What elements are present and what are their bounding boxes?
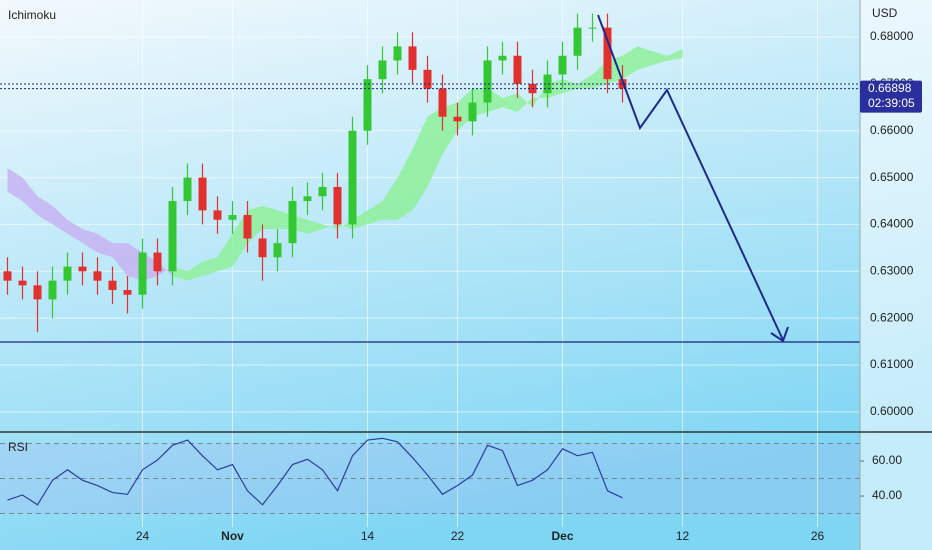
candle-body (333, 186, 342, 225)
candle-body (153, 252, 162, 272)
rsi-line (7, 437, 623, 506)
candle-body (438, 88, 447, 117)
cloud-segment (307, 219, 323, 234)
cloud-segment (577, 74, 593, 89)
cloud-segment (187, 261, 203, 281)
candle-body (243, 215, 252, 239)
x-tick-label: Nov (221, 529, 244, 543)
countdown: 02:39:05 (868, 96, 915, 110)
candle-body (453, 116, 462, 122)
candle-body (48, 280, 57, 300)
rsi-tick-label: 40.00 (872, 488, 902, 502)
candle-body (228, 215, 237, 220)
candle-body (378, 60, 387, 80)
candle-body (93, 271, 102, 281)
cloud-segment (262, 205, 278, 230)
candle-body (468, 102, 477, 122)
candle-body (513, 55, 522, 84)
cloud-segment (367, 201, 383, 225)
cloud-segment (322, 224, 338, 230)
x-tick-label: 14 (361, 529, 375, 543)
candles (3, 13, 627, 333)
candle-body (303, 196, 312, 202)
rsi-tick-label: 60.00 (872, 453, 902, 467)
y-tick-label: 0.61000 (870, 357, 914, 371)
y-tick-label: 0.68000 (870, 29, 914, 43)
candle-body (588, 27, 597, 29)
projection-path (597, 14, 784, 341)
y-tick-label: 0.63000 (870, 263, 914, 277)
cloud-segment (22, 177, 38, 216)
candle-body (3, 271, 12, 281)
candle-body (258, 238, 267, 258)
candle-body (573, 27, 582, 56)
candle-body (423, 69, 432, 89)
candle-body (603, 27, 612, 80)
cloud-segment (427, 107, 443, 187)
cloud-segment (517, 93, 533, 112)
candle-body (183, 177, 192, 202)
cloud-segment (667, 48, 683, 61)
cloud-segment (82, 229, 98, 253)
chart-title: Ichimoku (8, 8, 56, 22)
cloud-segment (112, 243, 128, 276)
candle-body (168, 201, 177, 272)
cloud-segment (37, 196, 53, 225)
candle-body (363, 79, 372, 131)
cloud-segment (337, 219, 353, 230)
candle-body (288, 201, 297, 244)
candle-body (18, 280, 27, 286)
rsi-title: RSI (8, 440, 28, 454)
cloud-segment (67, 219, 83, 244)
candle-body (63, 266, 72, 281)
y-tick-label: 0.64000 (870, 217, 914, 231)
candle-body (78, 266, 87, 272)
cloud-segment (202, 257, 218, 276)
candle-body (138, 252, 147, 295)
x-tick-label: 26 (811, 529, 825, 543)
candle-body (543, 74, 552, 94)
y-tick-label: 0.60000 (870, 404, 914, 418)
projection-arrowhead (770, 326, 789, 343)
candle-body (273, 243, 282, 258)
candle-body (123, 290, 132, 295)
cloud-segment (502, 93, 518, 112)
candle-body (318, 186, 327, 197)
cloud-segment (412, 116, 428, 211)
candle-body (483, 60, 492, 103)
y-tick-label: 0.66000 (870, 123, 914, 137)
cloud-segment (652, 51, 668, 66)
last-price-box (860, 80, 922, 113)
candle-body (198, 177, 207, 211)
y-tick-label: 0.62000 (870, 310, 914, 324)
cloud-segment (7, 168, 23, 202)
cloud-segment (397, 149, 413, 220)
cloud-segment (217, 233, 233, 272)
candle-body (408, 46, 417, 70)
cloud-segment (97, 233, 113, 258)
candle-body (558, 55, 567, 75)
candle-body (618, 79, 627, 89)
candle-body (213, 210, 222, 220)
x-tick-label: 12 (676, 529, 690, 543)
y-tick-label: 0.65000 (870, 170, 914, 184)
candle-body (393, 46, 402, 61)
candle-body (348, 130, 357, 225)
last-price-label: 0.66898 (868, 81, 912, 95)
cloud-segment (382, 177, 398, 220)
candle-body (108, 280, 117, 291)
cloud-segment (562, 79, 578, 94)
cloud-segment (52, 205, 68, 234)
x-tick-label: 24 (136, 529, 150, 543)
x-tick-label: Dec (551, 529, 573, 543)
cloud-segment (637, 46, 653, 70)
currency: USD (872, 6, 898, 20)
candle-body (33, 285, 42, 300)
cloud-segment (622, 46, 638, 80)
x-tick-label: 22 (451, 529, 465, 543)
candle-body (498, 55, 507, 61)
overlay: 24Nov1422Dec12260.680000.670000.660000.6… (0, 29, 922, 543)
